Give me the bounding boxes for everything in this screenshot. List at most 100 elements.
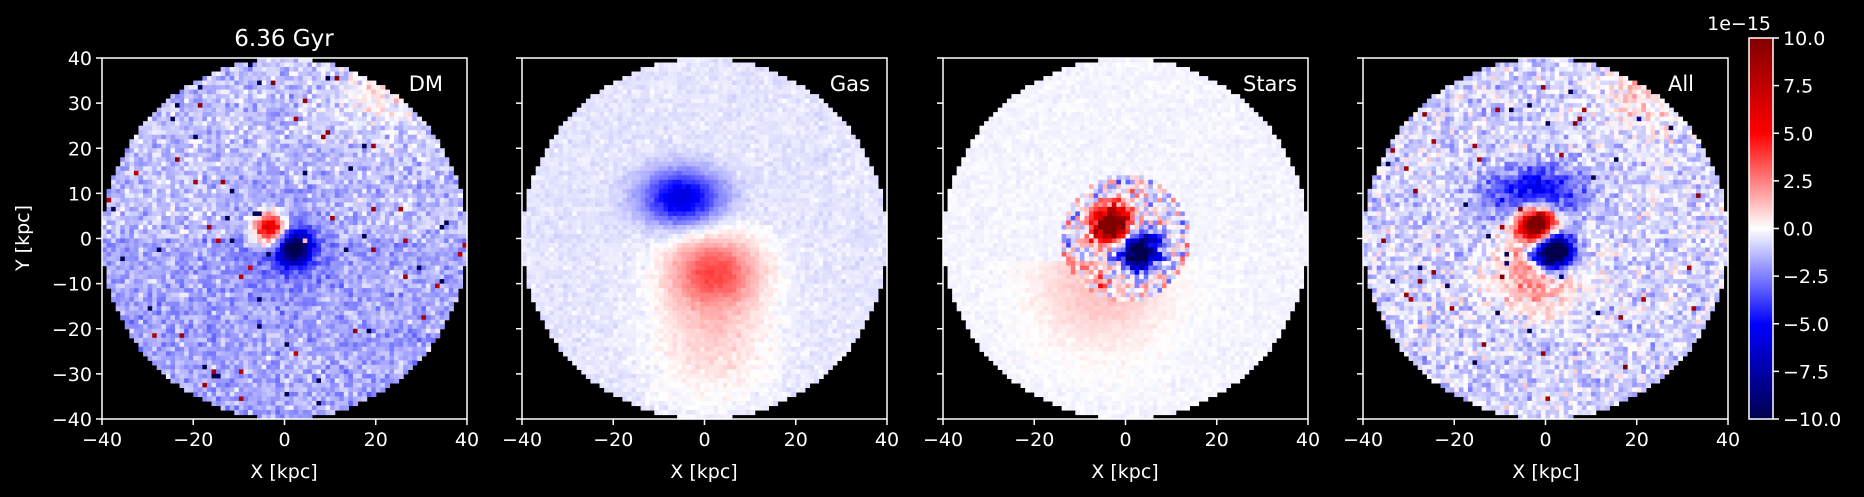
heatmap-cell [403, 346, 409, 352]
heatmap-cell [366, 265, 372, 271]
heatmap-cell [444, 238, 450, 244]
heatmap-cell [211, 297, 217, 303]
heatmap-cell [275, 112, 281, 118]
heatmap-cell [457, 215, 464, 222]
heatmap-cell [102, 252, 108, 258]
heatmap-cell [311, 166, 318, 172]
heatmap-cell [357, 270, 363, 276]
heatmap-cell [188, 243, 194, 249]
heatmap-cell [380, 233, 386, 240]
heatmap-cell [357, 342, 363, 348]
heatmap-cell [311, 211, 318, 217]
heatmap-cell [206, 152, 213, 158]
heatmap-cell [175, 166, 181, 172]
heatmap-cell [102, 233, 108, 240]
heatmap-cell [343, 175, 349, 181]
heatmap-cell [175, 103, 181, 109]
heatmap-cell [170, 206, 176, 213]
heatmap-cell [325, 80, 331, 86]
heatmap-cell [371, 301, 377, 307]
heatmap-cell [152, 346, 158, 352]
heatmap-cell [444, 256, 450, 262]
heatmap-cell [321, 139, 327, 145]
heatmap-cell [302, 170, 308, 176]
heatmap-cell [279, 333, 286, 339]
heatmap-cell [115, 306, 121, 312]
heatmap-cell [156, 283, 162, 289]
heatmap-cell [143, 265, 149, 271]
heatmap-cell [352, 197, 359, 203]
heatmap-cell [257, 369, 263, 375]
heatmap-cell [389, 243, 395, 249]
heatmap-cell [439, 193, 445, 199]
heatmap-cell [416, 188, 422, 194]
heatmap-cell [225, 71, 231, 77]
heatmap-cell [184, 116, 190, 122]
heatmap-cell [147, 202, 153, 208]
heatmap-cell [330, 360, 336, 366]
heatmap-cell [143, 279, 149, 285]
heatmap-cell [279, 67, 286, 73]
heatmap-cell [293, 301, 299, 307]
heatmap-cell [302, 143, 308, 149]
heatmap-cell [412, 270, 418, 276]
heatmap-cell [238, 62, 245, 68]
heatmap-cell [375, 355, 381, 361]
heatmap-cell [202, 170, 208, 176]
heatmap-cell [220, 283, 226, 289]
heatmap-cell [316, 351, 322, 357]
heatmap-cell [248, 215, 254, 222]
heatmap-cell [220, 391, 226, 398]
heatmap-cell [321, 369, 327, 375]
heatmap-cell [334, 328, 340, 334]
heatmap-cell [257, 315, 263, 321]
heatmap-cell [261, 351, 267, 357]
heatmap-cell [325, 224, 331, 231]
heatmap-cell [243, 206, 249, 213]
heatmap-cell [421, 157, 427, 163]
heatmap-cell [175, 179, 181, 185]
heatmap-cell [430, 319, 436, 325]
heatmap-cell [384, 94, 391, 100]
heatmap-cell [152, 288, 158, 294]
heatmap-cell [316, 116, 322, 122]
heatmap-cell [184, 355, 190, 361]
heatmap-cell [403, 369, 409, 375]
heatmap-cell [133, 279, 140, 285]
heatmap-cell [339, 175, 345, 181]
heatmap-cell [138, 139, 144, 145]
heatmap-cell [170, 301, 176, 307]
heatmap-cell [293, 337, 299, 343]
heatmap-cell [147, 233, 153, 240]
heatmap-cell [243, 342, 249, 348]
heatmap-cell [403, 188, 409, 194]
heatmap-cell [206, 121, 213, 127]
heatmap-cell [457, 243, 464, 249]
heatmap-cell [412, 197, 418, 203]
heatmap-cell [289, 333, 295, 339]
heatmap-cell [430, 202, 436, 208]
heatmap-cell [206, 116, 213, 122]
heatmap-cell [284, 387, 290, 393]
heatmap-cell [307, 288, 313, 294]
heatmap-cell [311, 279, 318, 285]
heatmap-cell [129, 274, 135, 280]
heatmap-cell [111, 270, 117, 276]
heatmap-cell [261, 112, 267, 118]
heatmap-cell [197, 148, 203, 154]
heatmap-cell [188, 143, 194, 149]
heatmap-cell [348, 229, 354, 235]
heatmap-cell [357, 98, 363, 104]
heatmap-cell [430, 134, 436, 140]
heatmap-cell [138, 297, 144, 303]
heatmap-cell [248, 220, 254, 226]
heatmap-cell [220, 220, 226, 226]
heatmap-cell [421, 310, 427, 316]
heatmap-cell [343, 71, 349, 77]
heatmap-cell [407, 292, 413, 298]
heatmap-cell [206, 270, 213, 276]
heatmap-cell [257, 157, 263, 163]
heatmap-cell [243, 67, 249, 73]
heatmap-cell [220, 112, 226, 118]
heatmap-cell [321, 188, 327, 194]
